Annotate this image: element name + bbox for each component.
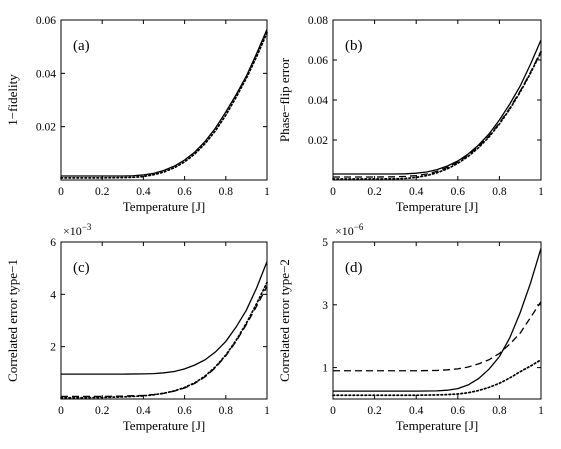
x-tick-label: 0.4 (409, 186, 424, 198)
x-axis-label: Temperature [J] (123, 199, 205, 214)
x-tick-label: 0.8 (219, 186, 234, 198)
x-tick-label: 0.2 (367, 405, 382, 417)
x-tick-label: 0.8 (492, 186, 507, 198)
y-tick-label: 0.04 (36, 68, 56, 80)
x-tick-label: 0 (330, 405, 336, 417)
x-tick-label: 0.6 (451, 186, 466, 198)
x-tick-label: 0.2 (95, 405, 110, 417)
series-line-dotted (60, 31, 268, 179)
series-line-dotted (60, 281, 268, 399)
plot-frame (332, 19, 542, 181)
x-tick-label: 0.2 (367, 186, 382, 198)
x-tick-label: 0.6 (177, 186, 192, 198)
series-line-dashed (333, 50, 542, 178)
chart-panel-b: 0 0.2 0.4 0.6 0.8 1 0.02 0.04 0.06 0.08 Temperatur… (277, 15, 544, 214)
series-line-solid (333, 248, 542, 392)
series-line-dotted (332, 358, 542, 397)
panel-label: (a) (73, 38, 90, 54)
chart-panel-a: 0 0.2 0.4 0.6 0.8 1 0.02 0.04 0.06 Temperature [J… (5, 15, 270, 214)
y-tick-label: 0.08 (308, 15, 328, 27)
y-tick-label: 0.02 (308, 135, 328, 147)
x-tick-label: 1 (264, 186, 270, 198)
plot-frame (60, 19, 268, 181)
x-tick-label: 0 (330, 186, 336, 198)
x-tick-label: 0.4 (136, 186, 151, 198)
x-tick-label: 0.8 (492, 405, 507, 417)
panel-label: (c) (73, 260, 90, 276)
plot-frame (332, 241, 542, 400)
y-tick-label: 5 (322, 237, 328, 249)
y-axis-label: 1−fidelity (5, 74, 20, 126)
y-tick-label: 0.06 (308, 55, 328, 67)
x-tick-label: 0.2 (95, 186, 110, 198)
x-tick-label: 0.6 (451, 405, 466, 417)
x-tick-label: 0 (58, 405, 64, 417)
y-tick-label: 0.06 (36, 15, 56, 27)
y-tick-label: 2 (50, 342, 56, 354)
x-tick-label: 0.6 (177, 405, 192, 417)
x-axis-label: Temperature [J] (123, 418, 205, 433)
series-line-solid (333, 39, 542, 175)
y-tick-label: 0.02 (36, 122, 56, 134)
y-tick-label: 4 (50, 289, 56, 301)
chart-panel-d: 0 0.2 0.4 0.6 0.8 1 1 3 5 Temperature [J] Correlat… (277, 222, 544, 433)
y-axis-label: Phase−flip error (277, 57, 292, 142)
x-tick-label: 1 (538, 186, 544, 198)
x-tick-label: 0.4 (409, 405, 424, 417)
panel-label: (d) (345, 260, 363, 276)
series-line-solid (61, 29, 268, 177)
axis-multiplier: ×10−3 (63, 222, 92, 238)
series-line-dashed (333, 301, 542, 372)
y-tick-label: 6 (50, 237, 56, 249)
axis-multiplier: ×10−6 (335, 222, 364, 238)
plot-frame (60, 241, 268, 400)
x-tick-label: 0 (58, 186, 64, 198)
x-tick-label: 1 (538, 405, 544, 417)
y-tick-label: 0.04 (308, 95, 328, 107)
series-line-solid (61, 261, 268, 375)
x-axis-label: Temperature [J] (396, 199, 478, 214)
y-axis-label: Correlated error type−2 (277, 259, 292, 382)
chart-panel-c: 0 0.2 0.4 0.6 0.8 1 2 4 6 Temperature [J] Correlat… (5, 222, 270, 433)
x-axis-label: Temperature [J] (396, 418, 478, 433)
series-line-dashed (61, 286, 268, 398)
y-tick-label: 3 (322, 300, 328, 312)
y-tick-label: 1 (322, 363, 328, 375)
x-tick-label: 1 (264, 405, 270, 417)
x-tick-label: 0.4 (136, 405, 151, 417)
y-axis-label: Correlated error type−1 (5, 259, 20, 382)
panel-label: (b) (345, 38, 363, 54)
series-line-dotted (332, 51, 542, 180)
x-tick-label: 0.8 (219, 405, 234, 417)
